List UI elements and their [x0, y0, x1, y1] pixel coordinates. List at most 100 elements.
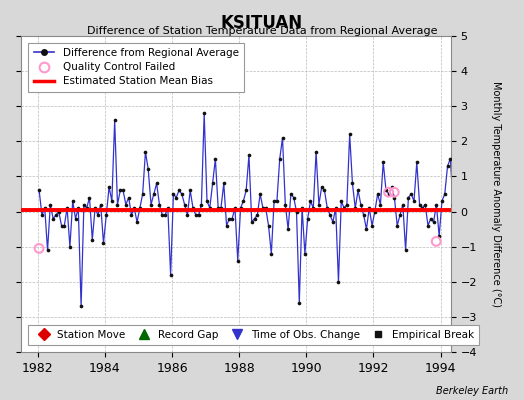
Point	[429, 219, 438, 225]
Point	[384, 189, 392, 196]
Point	[167, 272, 175, 278]
Point	[390, 194, 399, 201]
Point	[247, 219, 256, 225]
Point	[147, 201, 155, 208]
Point	[261, 205, 270, 211]
Point	[424, 222, 432, 229]
Point	[354, 187, 362, 194]
Point	[161, 212, 169, 218]
Point	[374, 191, 382, 197]
Point	[340, 205, 348, 211]
Point	[432, 238, 440, 244]
Point	[113, 201, 122, 208]
Point	[52, 212, 60, 218]
Point	[133, 219, 141, 225]
Point	[463, 219, 471, 225]
Point	[382, 187, 390, 194]
Point	[169, 191, 178, 197]
Point	[295, 300, 303, 306]
Point	[189, 205, 197, 211]
Point	[231, 205, 239, 211]
Point	[323, 205, 332, 211]
Point	[256, 191, 264, 197]
Point	[432, 201, 441, 208]
Point	[307, 198, 315, 204]
Point	[38, 212, 46, 218]
Point	[203, 198, 211, 204]
Point	[180, 201, 189, 208]
Point	[332, 205, 340, 211]
Point	[99, 240, 107, 246]
Point	[209, 180, 217, 187]
Point	[234, 258, 242, 264]
Point	[111, 117, 119, 124]
Point	[412, 159, 421, 166]
Point	[446, 156, 454, 162]
Point	[457, 222, 466, 229]
Point	[225, 215, 234, 222]
Point	[141, 149, 150, 155]
Point	[102, 212, 111, 218]
Point	[80, 201, 88, 208]
Point	[337, 198, 345, 204]
Point	[35, 187, 43, 194]
Text: Berkeley Earth: Berkeley Earth	[436, 386, 508, 396]
Point	[404, 194, 412, 201]
Point	[301, 250, 309, 257]
Point	[359, 212, 368, 218]
Point	[96, 201, 105, 208]
Point	[454, 219, 463, 225]
Point	[197, 201, 205, 208]
Point	[46, 201, 54, 208]
Point	[155, 201, 163, 208]
Point	[329, 219, 337, 225]
Point	[399, 201, 407, 208]
Point	[466, 201, 474, 208]
Point	[253, 212, 261, 218]
Point	[158, 212, 167, 218]
Point	[326, 212, 334, 218]
Point	[441, 191, 449, 197]
Point	[312, 149, 320, 155]
Point	[435, 233, 443, 239]
Point	[407, 191, 416, 197]
Text: KSITUAN: KSITUAN	[221, 14, 303, 32]
Text: Difference of Station Temperature Data from Regional Average: Difference of Station Temperature Data f…	[87, 26, 437, 36]
Point	[259, 205, 267, 211]
Point	[452, 205, 460, 211]
Point	[365, 205, 374, 211]
Point	[320, 187, 329, 194]
Point	[438, 198, 446, 204]
Point	[267, 250, 276, 257]
Point	[40, 205, 49, 211]
Point	[178, 191, 186, 197]
Point	[460, 236, 468, 243]
Point	[309, 205, 318, 211]
Point	[242, 187, 250, 194]
Point	[130, 205, 138, 211]
Point	[222, 222, 231, 229]
Point	[205, 205, 214, 211]
Point	[379, 159, 387, 166]
Point	[276, 156, 284, 162]
Point	[284, 226, 292, 232]
Point	[186, 187, 194, 194]
Point	[217, 205, 225, 211]
Point	[119, 187, 127, 194]
Point	[236, 205, 245, 211]
Point	[272, 198, 281, 204]
Point	[150, 191, 158, 197]
Point	[270, 198, 278, 204]
Point	[390, 189, 398, 196]
Point	[278, 135, 287, 141]
Point	[94, 212, 102, 218]
Point	[91, 205, 99, 211]
Point	[82, 205, 91, 211]
Point	[63, 205, 71, 211]
Point	[449, 201, 457, 208]
Point	[239, 198, 247, 204]
Point	[60, 222, 69, 229]
Y-axis label: Monthly Temperature Anomaly Difference (°C): Monthly Temperature Anomaly Difference (…	[491, 81, 501, 307]
Point	[108, 198, 116, 204]
Point	[318, 184, 326, 190]
